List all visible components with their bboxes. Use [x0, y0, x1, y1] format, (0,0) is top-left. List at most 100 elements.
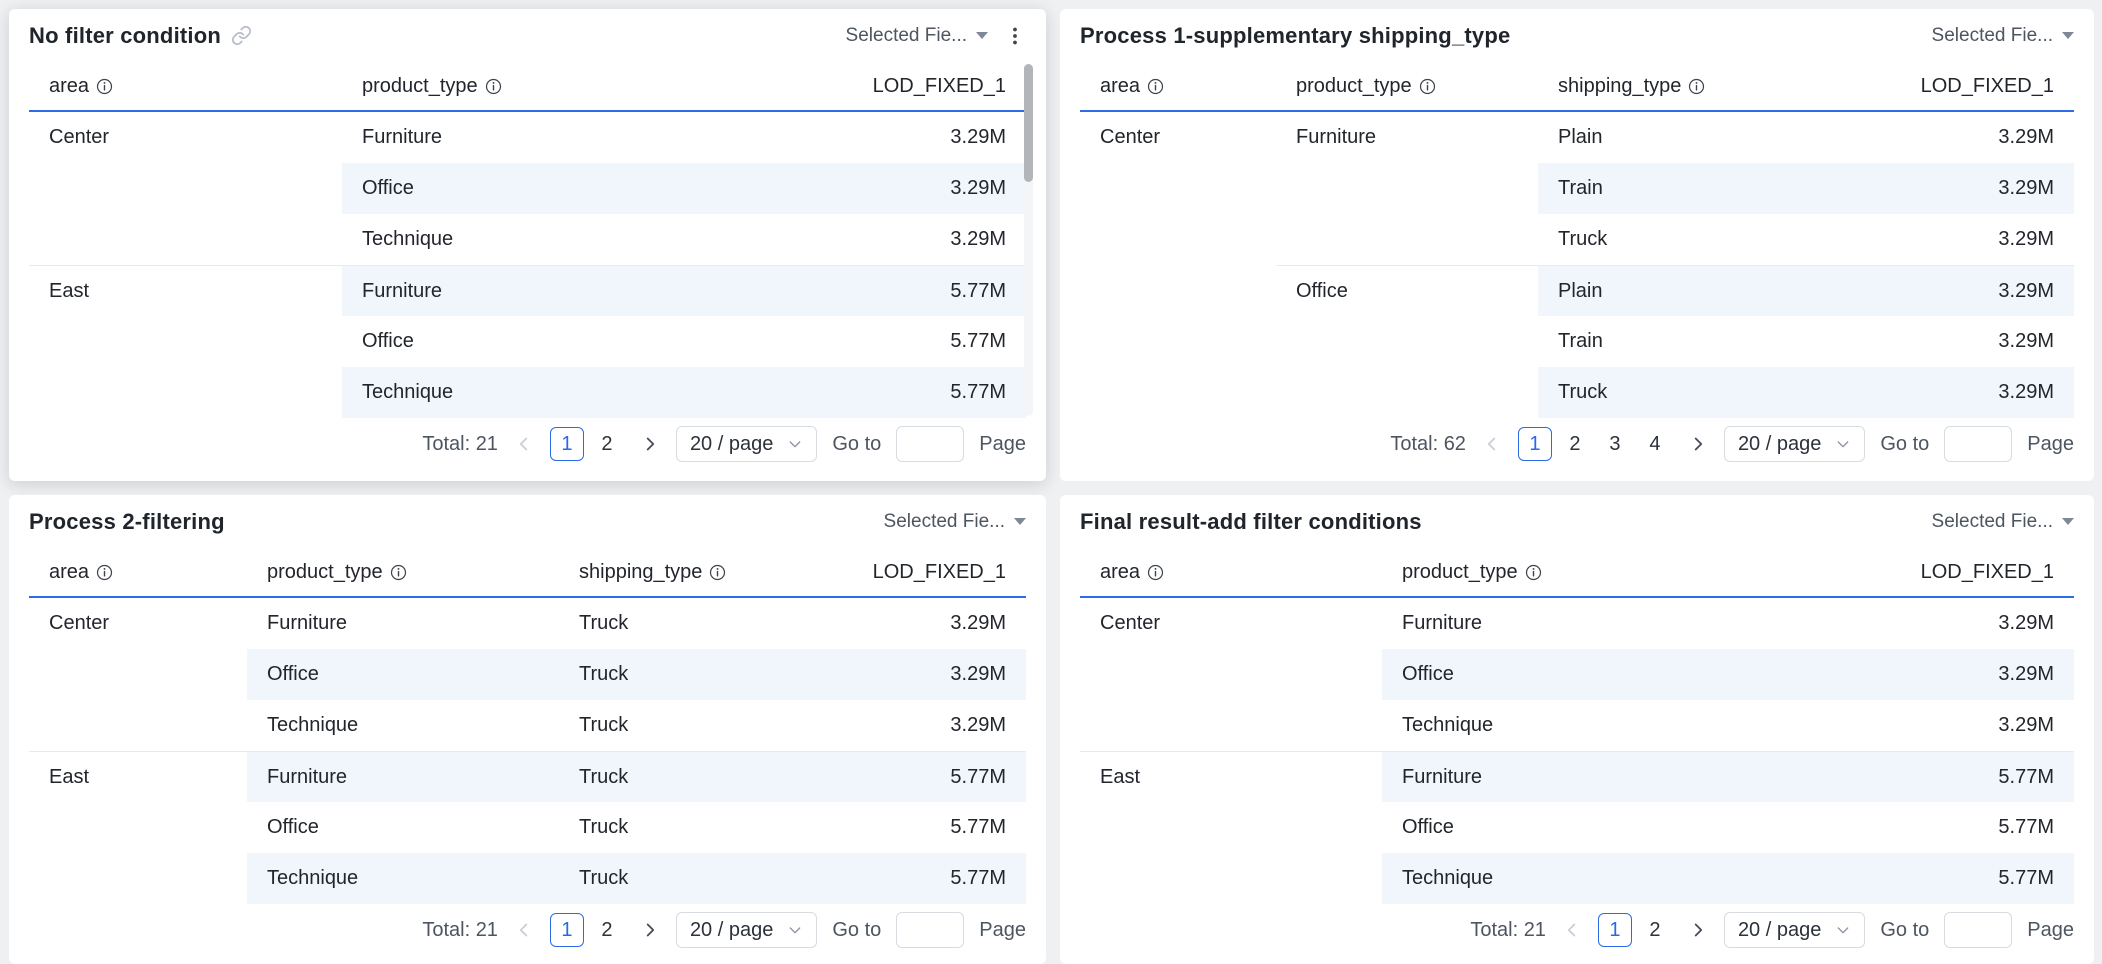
scrollbar-thumb[interactable]	[1024, 64, 1033, 182]
table-cell: East	[1080, 751, 1382, 802]
column-header-LOD_FIXED_1: LOD_FIXED_1	[776, 561, 1026, 584]
page-number-1[interactable]: 1	[1517, 427, 1552, 461]
page-size-value: 20 / page	[689, 432, 774, 455]
table-cell	[1080, 802, 1382, 853]
table-cell: Furniture	[267, 612, 348, 634]
panel-header: Final result-add filter conditions Selec…	[1080, 495, 2074, 548]
column-header-area: area	[1080, 561, 1382, 584]
info-icon[interactable]	[709, 564, 726, 581]
page-number-1[interactable]: 1	[1597, 913, 1632, 947]
table-cell: Train	[1558, 330, 1603, 352]
field-selector-label: Selected Fie...	[1931, 24, 2053, 46]
pagination-total: Total: 21	[422, 432, 498, 455]
table-cell	[1276, 214, 1538, 265]
goto-page-input[interactable]	[896, 426, 965, 462]
column-label: LOD_FIXED_1	[872, 74, 1006, 97]
chevron-down-icon	[1838, 441, 1849, 448]
table-cell: Office	[1402, 816, 1454, 838]
page-size-value: 20 / page	[1737, 432, 1822, 455]
page-number-1[interactable]: 1	[549, 427, 584, 461]
info-icon[interactable]	[390, 564, 407, 581]
page-number-2[interactable]: 2	[590, 427, 624, 461]
page-size-select[interactable]: 20 / page	[1723, 426, 1866, 462]
page-number-1[interactable]: 1	[549, 913, 584, 947]
table-cell: Furniture	[1296, 126, 1377, 148]
next-page-button[interactable]	[1687, 433, 1709, 455]
table-row: Truck 3.29M	[1080, 367, 2074, 418]
page-size-select[interactable]: 20 / page	[675, 426, 818, 462]
table-row: Office 3.29M	[29, 163, 1026, 214]
prev-page-button[interactable]	[1481, 433, 1503, 455]
table-cell: Plain	[1538, 265, 1824, 316]
next-page-button[interactable]	[1687, 919, 1709, 941]
table-header-row: area product_type LOD_FIXED_1	[29, 62, 1026, 112]
prev-page-button[interactable]	[1561, 919, 1583, 941]
field-selector-dropdown[interactable]: Selected Fie...	[1932, 511, 2074, 533]
panel-title: Process 1-supplementary shipping_type	[1080, 22, 1511, 48]
table-cell: 3.29M	[950, 714, 1006, 736]
goto-page-input[interactable]	[896, 912, 965, 948]
info-icon[interactable]	[1525, 564, 1542, 581]
table-cell: 3.29M	[1998, 714, 2054, 736]
info-icon[interactable]	[485, 78, 502, 95]
goto-page-input[interactable]	[1944, 426, 2013, 462]
table-cell	[29, 214, 342, 265]
table-cell: Train	[1538, 163, 1824, 214]
table-cell: 3.29M	[776, 163, 1026, 214]
next-page-button[interactable]	[639, 433, 661, 455]
goto-label: Go to	[832, 918, 882, 941]
table-cell: Truck	[559, 853, 776, 904]
goto-page-input[interactable]	[1944, 912, 2013, 948]
page-number-2[interactable]: 2	[1638, 913, 1672, 947]
table-row: Office 5.77M	[29, 316, 1026, 367]
page-number-2[interactable]: 2	[590, 913, 624, 947]
column-label: area	[49, 74, 90, 97]
table-cell: Office	[342, 163, 776, 214]
page-number-3[interactable]: 3	[1598, 427, 1632, 461]
table-cell	[29, 649, 247, 700]
info-icon[interactable]	[1147, 564, 1164, 581]
column-header-shipping_type: shipping_type	[1538, 75, 1824, 98]
table-cell: 3.29M	[1998, 126, 2054, 148]
link-icon[interactable]	[231, 25, 252, 46]
column-header-shipping_type: shipping_type	[559, 561, 776, 584]
table-cell: 3.29M	[950, 228, 1006, 250]
info-icon[interactable]	[1688, 78, 1705, 95]
kebab-menu-icon[interactable]	[1004, 25, 1026, 47]
caret-down-icon	[1014, 518, 1026, 525]
table-cell	[29, 802, 247, 853]
table-cell: Technique	[1402, 714, 1494, 736]
column-header-LOD_FIXED_1: LOD_FIXED_1	[776, 75, 1026, 98]
table-cell: Furniture	[362, 126, 443, 148]
panel-process-1-supplementary-shipping-type: Process 1-supplementary shipping_type Se…	[1060, 9, 2094, 481]
table-header-row: area product_type LOD_FIXED_1	[1080, 548, 2074, 598]
info-icon[interactable]	[96, 78, 113, 95]
table-cell	[1080, 367, 1276, 418]
next-page-button[interactable]	[639, 919, 661, 941]
page-size-select[interactable]: 20 / page	[675, 912, 818, 948]
field-selector-dropdown[interactable]: Selected Fie...	[1932, 25, 2074, 47]
column-label: product_type	[1402, 560, 1518, 583]
table-cell	[1080, 853, 1382, 904]
prev-page-button[interactable]	[513, 433, 535, 455]
table-row: Technique Truck 3.29M	[29, 700, 1026, 751]
info-icon[interactable]	[1419, 78, 1436, 95]
table-cell: Furniture	[1382, 751, 1824, 802]
info-icon[interactable]	[1147, 78, 1164, 95]
panel-header: No filter condition Selected Fie...	[29, 9, 1026, 62]
table-cell: Furniture	[1402, 612, 1483, 634]
info-icon[interactable]	[96, 564, 113, 581]
page-number-2[interactable]: 2	[1558, 427, 1592, 461]
table-cell: Truck	[559, 751, 776, 802]
page-size-select[interactable]: 20 / page	[1723, 912, 1866, 948]
prev-page-button[interactable]	[513, 919, 535, 941]
page-number-4[interactable]: 4	[1638, 427, 1672, 461]
column-header-product_type: product_type	[1382, 561, 1824, 584]
field-selector-dropdown[interactable]: Selected Fie...	[884, 511, 1026, 533]
table-cell: 5.77M	[1998, 816, 2054, 838]
field-selector-dropdown[interactable]: Selected Fie...	[846, 25, 988, 47]
